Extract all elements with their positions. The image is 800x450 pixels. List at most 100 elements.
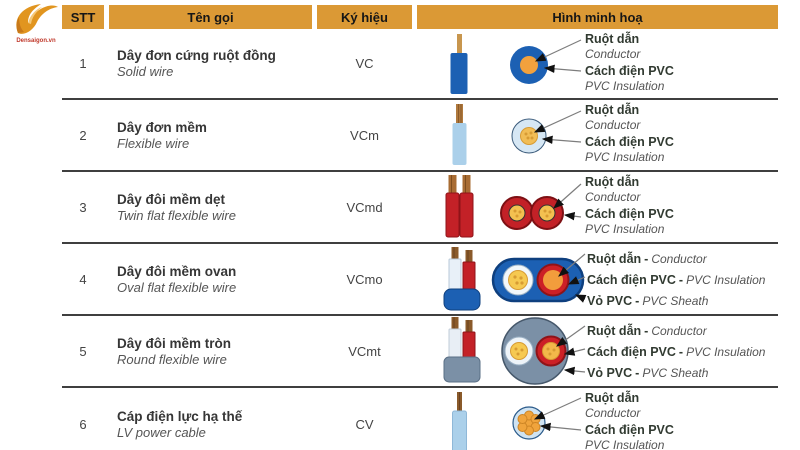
label-conductor-en: Conductor [651, 324, 707, 338]
label-insulation-en: PVC Insulation [585, 150, 665, 164]
wire-name-vi: Dây đôi mềm dẹt [117, 191, 226, 207]
part-labels: Ruột dẫn Conductor Cách điện PVC PVC Insul… [585, 32, 674, 96]
wire-types-table: STT Tên gọi Ký hiệu Hình minh hoạ 1 Dây … [62, 5, 778, 450]
part-labels: Ruột dẫn - Conductor Cách điện PVC - PVC Ins… [587, 248, 765, 311]
label-insulation-vi: Cách điện PVC [585, 135, 674, 149]
label-conductor-en: Conductor [585, 406, 641, 420]
label-separator: - [635, 294, 640, 308]
wire-symbol: VCmt [348, 343, 381, 359]
wire-name: Dây đôi mềm ovan Oval flat flexible wire [109, 244, 317, 314]
table-row: 3 Dây đôi mềm dẹt Twin flat flexible wir… [62, 172, 778, 244]
wire-name: Dây đôi mềm tròn Round flexible wire [109, 316, 317, 386]
cross-section [511, 118, 547, 154]
round-wire-diagram-icon [443, 317, 586, 385]
wire-name-en: Oval flat flexible wire [117, 279, 237, 295]
wire-name-en: Solid wire [117, 64, 174, 79]
wire-illustration: Ruột dẫn Conductor Cách điện PVC PVC Insul… [417, 388, 778, 450]
oval-flat-wire-diagram-icon [443, 247, 587, 311]
wire-name-en: Flexible wire [117, 135, 190, 151]
cross-section [510, 46, 548, 84]
table-header: STT Tên gọi Ký hiệu Hình minh hoạ [62, 5, 778, 29]
brand-logo-icon [16, 4, 58, 34]
row-number: 5 [79, 343, 87, 359]
table-row: 2 Dây đơn mềm Flexible wire VCm [62, 100, 778, 172]
label-sheath-vi: Vỏ PVC [587, 294, 633, 308]
label-insulation-vi: Cách điện PVC [585, 64, 674, 78]
row-number: 1 [79, 56, 87, 71]
label-conductor-en: Conductor [585, 47, 641, 61]
label-separator: - [644, 324, 649, 338]
row-number: 4 [79, 271, 87, 287]
label-conductor-vi: Ruột dẫn [585, 391, 640, 405]
row-number: 2 [79, 127, 87, 143]
header-cell-illustration: Hình minh hoạ [417, 5, 778, 29]
part-labels: Ruột dẫn Conductor Cách điện PVC PVC Insul… [585, 103, 674, 167]
wire-illustration: Ruột dẫn Conductor Cách điện PVC PVC Insul… [417, 100, 778, 170]
label-insulation-en: PVC Insulation [585, 438, 665, 450]
side-view [443, 317, 481, 383]
label-insulation-en: PVC Insulation [686, 273, 766, 287]
label-sheath-en: PVC Sheath [642, 366, 709, 380]
wire-name-en: Twin flat flexible wire [117, 207, 236, 223]
cross-section [491, 257, 585, 303]
label-conductor-en: Conductor [585, 118, 641, 132]
wire-name-vi: Dây đôi mềm tròn [117, 335, 232, 351]
side-view [452, 104, 467, 165]
wire-name: Dây đôi mềm dẹt Twin flat flexible wire [109, 172, 317, 242]
wire-name-en: LV power cable [117, 424, 206, 440]
label-conductor-vi: Ruột dẫn [587, 324, 642, 338]
side-view [445, 175, 474, 238]
label-conductor-vi: Ruột dẫn [585, 175, 640, 189]
wire-name-vi: Dây đôi mềm ovan [117, 263, 237, 279]
row-number: 3 [79, 199, 87, 215]
label-sheath-en: PVC Sheath [642, 294, 709, 308]
label-sheath-vi: Vỏ PVC [587, 366, 633, 380]
wire-name-vi: Dây đơn mềm [117, 119, 207, 135]
label-insulation-vi: Cách điện PVC [585, 423, 674, 437]
brand-logo-text: Densaigon.vn [16, 38, 56, 44]
wire-name: Dây đơn mềm Flexible wire [109, 100, 317, 170]
flexible-wire-diagram-icon [452, 104, 582, 165]
wire-symbol: VCm [350, 127, 379, 143]
wire-name-vi: Dây đơn cứng ruột đồng [117, 48, 276, 63]
cross-section [500, 196, 564, 230]
table-row: 5 Dây đôi mềm tròn Round flexible wire V… [62, 316, 778, 388]
label-insulation-en: PVC Insulation [585, 222, 665, 236]
label-insulation-en: PVC Insulation [585, 79, 665, 93]
part-labels: Ruột dẫn Conductor Cách điện PVC PVC Insul… [585, 391, 674, 450]
wire-name: Cáp điện lực hạ thế LV power cable [109, 388, 317, 450]
label-separator: - [678, 273, 684, 287]
part-labels: Ruột dẫn Conductor Cách điện PVC PVC Insul… [585, 175, 674, 239]
solid-wire-diagram-icon [450, 34, 582, 94]
wire-symbol: CV [355, 416, 374, 432]
part-labels: Ruột dẫn - Conductor Cách điện PVC - PVC Ins… [587, 320, 765, 383]
cross-section [501, 317, 569, 385]
twin-flat-wire-diagram-icon [445, 175, 582, 238]
side-view [452, 392, 467, 450]
wire-name-en: Round flexible wire [117, 351, 227, 367]
wire-symbol: VCmo [346, 271, 383, 287]
cross-section [512, 406, 546, 440]
brand-logo: Densaigon.vn [8, 2, 64, 46]
table-row: 1 Dây đơn cứng ruột đồng Solid wire VC R… [62, 29, 778, 100]
label-separator: - [644, 252, 649, 266]
label-conductor-vi: Ruột dẫn [585, 103, 640, 117]
label-conductor-vi: Ruột dẫn [585, 32, 640, 46]
wire-symbol: VC [355, 56, 374, 71]
side-view [443, 247, 481, 311]
wire-symbol: VCmd [346, 199, 383, 215]
label-insulation-en: PVC Insulation [686, 345, 766, 359]
table-row: 6 Cáp điện lực hạ thế LV power cable CV [62, 388, 778, 450]
wire-illustration: Ruột dẫn - Conductor Cách điện PVC - PVC Ins… [417, 316, 778, 386]
wire-illustration: Ruột dẫn - Conductor Cách điện PVC - PVC Ins… [417, 244, 778, 314]
row-number: 6 [79, 416, 87, 432]
table-row: 4 Dây đôi mềm ovan Oval flat flexible wi… [62, 244, 778, 316]
header-cell-symbol: Ký hiệu [317, 5, 412, 29]
wire-illustration: Ruột dẫn Conductor Cách điện PVC PVC Insul… [417, 29, 778, 98]
power-cable-diagram-icon [452, 392, 582, 450]
label-separator: - [635, 366, 640, 380]
wire-name: Dây đơn cứng ruột đồng Solid wire [109, 29, 317, 98]
label-insulation-vi: Cách điện PVC [585, 207, 674, 221]
wire-name-vi: Cáp điện lực hạ thế [117, 408, 243, 424]
